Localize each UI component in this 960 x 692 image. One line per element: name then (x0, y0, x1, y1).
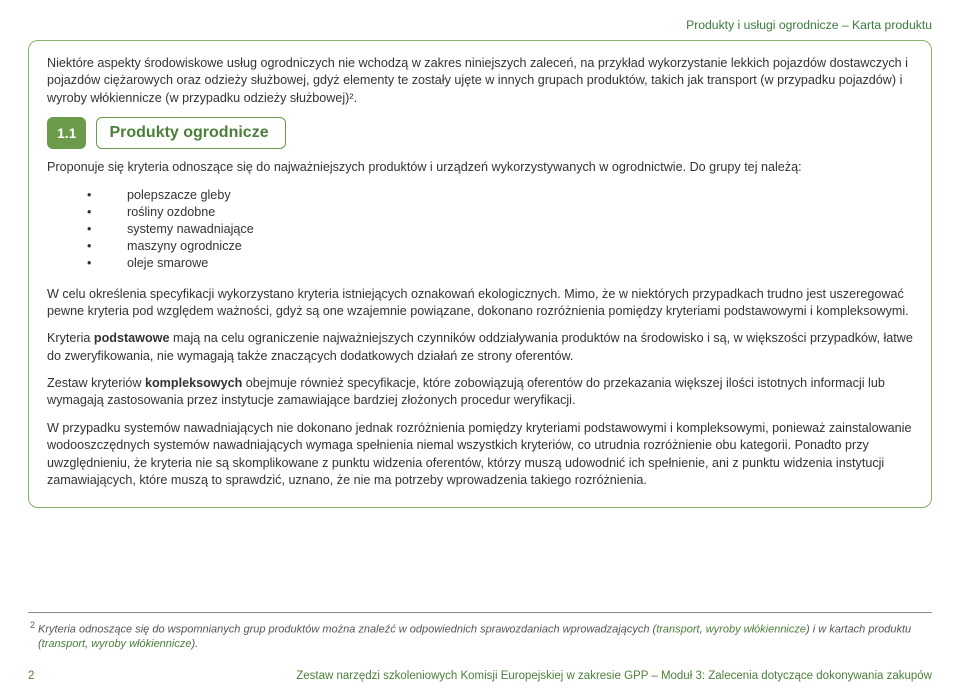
page: Produkty i usługi ogrodnicze – Karta pro… (0, 0, 960, 692)
footnote-link-wlokiennicze[interactable]: wyroby włókiennicze (91, 638, 191, 650)
footnote: 2Kryteria odnoszące się do wspomnianych … (28, 619, 932, 652)
list-item: oleje smarowe (87, 255, 913, 272)
footnote-rule (28, 612, 932, 613)
footnote-text: ). (191, 638, 198, 650)
footnote-link-transport[interactable]: transport (42, 638, 85, 650)
section-number-pill: 1.1 (47, 117, 86, 149)
section-lead: Proponuje się kryteria odnoszące się do … (47, 159, 913, 176)
list-item: polepszacze gleby (87, 187, 913, 204)
bold-run: podstawowe (94, 331, 170, 345)
footnote-block: 2Kryteria odnoszące się do wspomnianych … (28, 602, 932, 682)
body-paragraph: Zestaw kryteriów kompleksowych obejmuje … (47, 375, 913, 410)
text-run: Zestaw kryteriów (47, 376, 145, 390)
section-heading: 1.1 Produkty ogrodnicze (47, 117, 913, 149)
page-footer: 2 Zestaw narzędzi szkoleniowych Komisji … (28, 652, 932, 682)
list-item: maszyny ogrodnicze (87, 238, 913, 255)
footnote-link-transport[interactable]: transport (656, 623, 699, 635)
intro-paragraph: Niektóre aspekty środowiskowe usług ogro… (47, 55, 913, 107)
page-number: 2 (28, 670, 34, 682)
text-run: Kryteria (47, 331, 94, 345)
body-paragraph: W przypadku systemów nawadniających nie … (47, 420, 913, 490)
text-run: mają na celu ograniczenie najważniejszyc… (47, 331, 913, 362)
footnote-link-wlokiennicze[interactable]: wyroby włókiennicze (706, 623, 806, 635)
body-paragraph: W celu określenia specyfikacji wykorzyst… (47, 286, 913, 321)
footer-module-title: Zestaw narzędzi szkoleniowych Komisji Eu… (296, 670, 932, 682)
bullet-list: polepszacze gleby rośliny ozdobne system… (87, 187, 913, 272)
bold-run: kompleksowych (145, 376, 242, 390)
section-title-pill: Produkty ogrodnicze (96, 117, 285, 149)
content-box: Niektóre aspekty środowiskowe usług ogro… (28, 40, 932, 508)
page-header-breadcrumb: Produkty i usługi ogrodnicze – Karta pro… (28, 18, 932, 32)
list-item: rośliny ozdobne (87, 204, 913, 221)
footnote-text: Kryteria odnoszące się do wspomnianych g… (38, 623, 656, 635)
footnote-number: 2 (30, 620, 35, 630)
list-item: systemy nawadniające (87, 221, 913, 238)
body-paragraph: Kryteria podstawowe mają na celu ogranic… (47, 330, 913, 365)
